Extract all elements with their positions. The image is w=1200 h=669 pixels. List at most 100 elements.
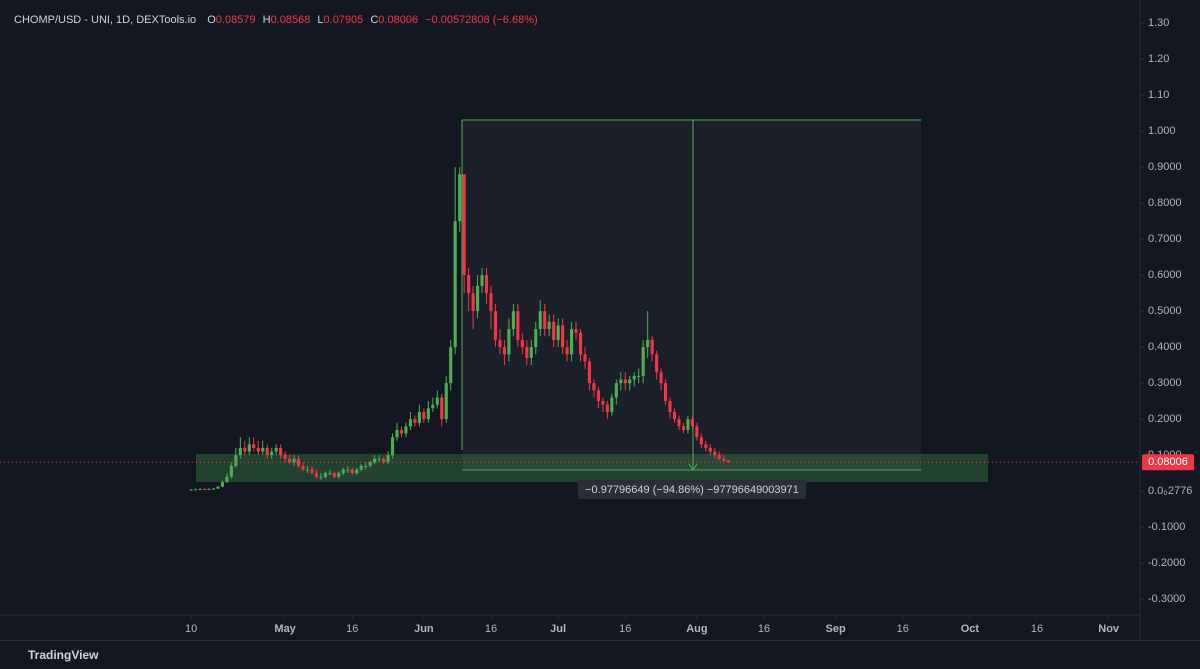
candle-body: [261, 447, 265, 452]
candle-body: [623, 379, 627, 384]
candle-body: [520, 339, 524, 348]
legend-label: O: [207, 14, 216, 26]
x-tick-label: 16: [619, 623, 631, 635]
x-tick-label: Jul: [550, 623, 566, 635]
candle-body: [382, 458, 386, 463]
candle-body: [377, 458, 381, 460]
candle-body: [708, 447, 712, 452]
y-tick-label: -0.3000: [1148, 593, 1185, 605]
candle-body: [220, 482, 225, 487]
candle-body: [489, 293, 493, 312]
candle-body: [552, 321, 556, 340]
x-tick-label: Oct: [961, 623, 980, 635]
candle-body: [628, 379, 632, 384]
candle-body: [449, 347, 453, 384]
y-tick-label: 0.5000: [1148, 305, 1182, 317]
candle-body: [681, 426, 686, 430]
y-tick-label: 0.0₀2776: [1148, 485, 1192, 497]
x-tick-label: 16: [346, 623, 358, 635]
candle-body: [596, 390, 600, 402]
legend-value: 0.08568: [270, 14, 311, 26]
y-tick-label: 0.9000: [1148, 161, 1182, 173]
y-tick-label: 0.8000: [1148, 197, 1182, 209]
candle-body: [301, 465, 305, 470]
legend-label: C: [370, 14, 379, 26]
candle-body: [480, 275, 484, 286]
candle-body: [565, 347, 569, 355]
legend-value: 0.07905: [323, 14, 364, 26]
x-tick-label: 16: [1031, 623, 1043, 635]
candle-body: [717, 455, 721, 459]
candle-body: [265, 447, 269, 456]
candle-body: [332, 473, 336, 477]
candle-body: [722, 458, 726, 461]
y-tick-label: -0.1000: [1148, 521, 1185, 533]
candle-body: [493, 311, 498, 340]
candle-body: [659, 372, 663, 384]
x-tick-label: May: [274, 623, 296, 635]
legend-value: 0.08579: [215, 14, 256, 26]
legend-value: 0.08006: [378, 14, 419, 26]
candle-body: [229, 465, 233, 477]
y-tick-label: 1.30: [1148, 17, 1169, 29]
brand: TradingView: [28, 648, 99, 662]
candle-body: [256, 447, 260, 452]
highlight-zone: [196, 454, 988, 482]
candle-body: [413, 419, 417, 423]
candle-body: [288, 458, 292, 463]
x-tick-label: 16: [485, 623, 497, 635]
last-price-label: 0.08006: [1148, 456, 1188, 468]
candle-body: [632, 375, 636, 380]
candle-body: [529, 347, 533, 358]
candle-body: [359, 465, 363, 470]
candle-body: [587, 361, 592, 384]
last-price-bg: [1142, 454, 1194, 471]
x-tick-label: 16: [897, 623, 909, 635]
x-tick-label: Nov: [1098, 623, 1120, 635]
candle-body: [314, 473, 319, 477]
candle-body: [305, 469, 310, 471]
change-label: −0.00572808 (−6.68%): [425, 14, 538, 26]
candle-body: [467, 275, 471, 294]
candle-body: [346, 469, 350, 471]
candle-body: [655, 354, 659, 373]
y-tick-label: 0.6000: [1148, 269, 1182, 281]
candle-body: [556, 325, 560, 340]
candle-body: [471, 293, 475, 312]
candle-body: [498, 339, 502, 348]
x-tick-label: 16: [758, 623, 770, 635]
x-tick-label: Jun: [414, 623, 434, 635]
y-tick-label: 0.3000: [1148, 377, 1182, 389]
candle-body: [686, 419, 690, 430]
candle-body: [516, 311, 520, 340]
candle-body: [319, 476, 323, 478]
candle-body: [726, 460, 730, 463]
candle-body: [238, 447, 242, 456]
x-tick-label: Sep: [826, 623, 846, 635]
candle-body: [337, 473, 341, 477]
candle-body: [310, 469, 314, 474]
candle-body: [578, 332, 583, 355]
candle-body: [484, 275, 489, 294]
candle-body: [292, 458, 296, 463]
candle-body: [614, 383, 618, 398]
footer: TradingView: [0, 640, 1200, 669]
candle-body: [476, 285, 480, 312]
y-tick-label: 1.20: [1148, 53, 1169, 65]
y-tick-label: 0.7000: [1148, 233, 1182, 245]
candle-body: [699, 437, 703, 445]
candle-body: [601, 401, 605, 405]
x-tick-label: Aug: [686, 623, 707, 635]
legend-label: L: [317, 14, 324, 26]
candle-body: [547, 321, 551, 330]
candle-body: [431, 404, 435, 409]
candle-body: [386, 455, 390, 463]
candle-body: [704, 444, 708, 448]
candle-body: [252, 444, 256, 448]
measure-label: −0.97796649 (−94.86%) −97796649003971: [585, 484, 799, 496]
candle-body: [435, 397, 439, 405]
candle-body: [453, 221, 457, 348]
candle-body: [279, 447, 283, 456]
candle-body: [695, 426, 699, 438]
candle-body: [390, 437, 395, 456]
